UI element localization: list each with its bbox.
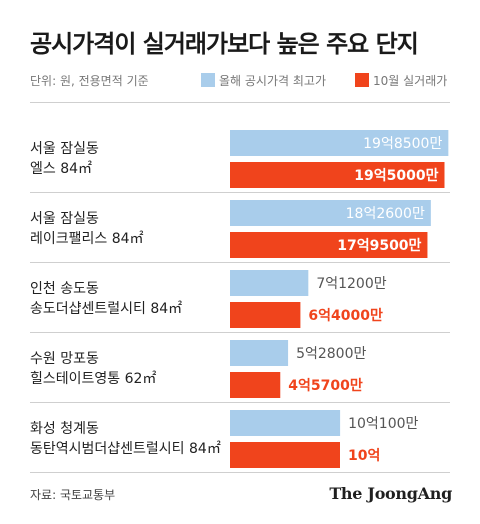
category-label-region: 인천 송도동 [30,281,99,297]
legend-item-actual: 10월 실거래가 [355,72,447,89]
data-label-official: 10억100만 [348,416,418,432]
legend-label-official: 올해 공시가격 최고가 [219,74,326,88]
bar-official [230,270,309,296]
bar-actual [230,302,301,328]
row-separator [30,262,450,263]
category-label-complex: 엘스 84㎡ [30,161,92,177]
category-label-region: 화성 청계동 [30,421,99,437]
legend-swatch-actual [355,73,369,87]
row-separator [30,402,450,403]
category-label-region: 수원 망포동 [30,351,99,367]
bar-actual [230,232,428,258]
bar-actual [230,442,340,468]
bar-actual [230,372,281,398]
bar-actual [230,162,445,188]
row-separator [30,192,450,193]
chart-title: 공시가격이 실거래가보다 높은 주요 단지 [30,30,419,58]
category-label-complex: 송도더샵센트럴시티 84㎡ [30,301,182,317]
row-separator [30,472,450,473]
data-label-official: 19억8500만 [363,136,442,152]
data-label-official: 18억2600만 [346,206,425,222]
data-label-actual: 19억5000만 [354,168,438,184]
legend-item-official: 올해 공시가격 최고가 [201,72,326,89]
unit-note: 단위: 원, 전용면적 기준 [30,74,149,88]
row-separator [30,332,450,333]
legend-swatch-official [201,73,215,87]
data-label-official: 5억2800만 [296,346,366,362]
data-label-official: 7억1200만 [316,276,386,292]
brand-logo: The JoongAng [329,484,452,503]
category-label-region: 서울 잠실동 [30,141,99,157]
bar-official [230,130,449,156]
header-separator [30,102,450,103]
source-note: 자료: 국토교통부 [30,488,116,502]
data-label-actual: 10억 [348,448,380,464]
data-label-actual: 4억5700만 [288,378,363,394]
data-label-actual: 6억4000만 [308,308,383,324]
data-label-actual: 17억9500만 [337,238,421,254]
category-label-region: 서울 잠실동 [30,211,99,227]
category-label-complex: 동탄역시범더샵센트럴시티 84㎡ [30,441,221,457]
category-label-complex: 힐스테이트영통 62㎡ [30,371,156,387]
category-label-complex: 레이크팰리스 84㎡ [30,231,144,247]
bar-official [230,200,431,226]
legend-label-actual: 10월 실거래가 [373,74,448,88]
bar-official [230,410,341,436]
bar-official [230,340,289,366]
meta-row: 단위: 원, 전용면적 기준 올해 공시가격 최고가 10월 실거래가 [30,70,460,90]
